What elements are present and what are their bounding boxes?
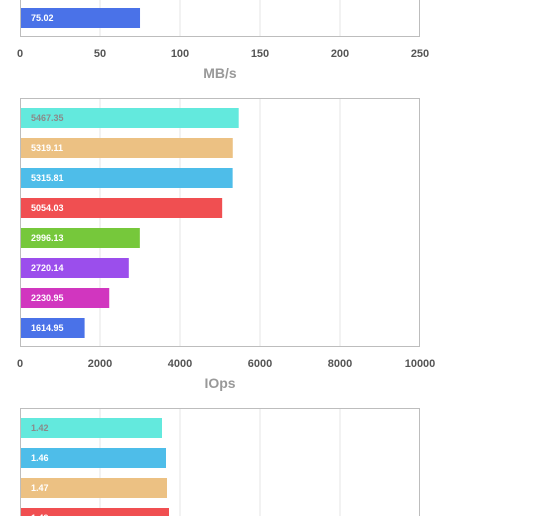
chart2-bar (20, 318, 85, 338)
chart3-bar-value-label: 1.49 (31, 513, 49, 516)
chart2-bar-value-label: 5315.81 (31, 173, 64, 183)
chart2-bar-value-label: 2996.13 (31, 233, 64, 243)
chart2-bar-value-label: 5467.35 (31, 113, 64, 123)
chart2-bar-value-label: 5054.03 (31, 203, 64, 213)
chart2-x-tick-label: 10000 (405, 358, 436, 370)
chart1-x-tick-label: 50 (94, 48, 106, 60)
chart3-plot-frame (20, 408, 420, 516)
chart3-bar-value-label: 1.46 (31, 453, 49, 463)
chart3-bar (20, 418, 162, 438)
chart1-x-tick-label: 200 (331, 48, 349, 60)
chart2-bar-value-label: 5319.11 (31, 143, 63, 153)
chart2-bar-value-label: 2230.95 (31, 293, 64, 303)
chart2-bar-value-label: 2720.14 (31, 263, 64, 273)
chart1-x-tick-label: 100 (171, 48, 189, 60)
chart2-bar (20, 108, 239, 128)
chart2-bar (20, 168, 233, 188)
chart2-x-tick-label: 8000 (328, 358, 352, 370)
chart2-bar (20, 198, 223, 218)
chart2-x-axis-title: IOps (204, 375, 235, 391)
chart1-x-tick-label: 0 (17, 48, 23, 60)
chart2-bar-value-label: 1614.95 (31, 323, 64, 333)
chart2-plot-frame (20, 98, 420, 347)
chart1-x-tick-label: 150 (251, 48, 269, 60)
chart2-bar (20, 258, 129, 278)
chart3-bar (20, 448, 166, 468)
chart1-x-tick-label: 250 (411, 48, 429, 60)
chart2-bar (20, 228, 140, 248)
chart2-x-tick-label: 0 (17, 358, 23, 370)
chart2-x-tick-label: 4000 (168, 358, 192, 370)
chart2-bar (20, 288, 110, 308)
chart3-bar (20, 478, 167, 498)
chart2-x-tick-label: 6000 (248, 358, 272, 370)
chart3-bar-value-label: 1.42 (31, 423, 49, 433)
chart2-bar (20, 138, 233, 158)
chart3-bar-value-label: 1.47 (31, 483, 49, 493)
chart2-x-tick-label: 2000 (88, 358, 112, 370)
chart1-x-axis-title: MB/s (203, 65, 237, 81)
chart1-plot-frame (20, 0, 420, 37)
chart3-bar (20, 508, 169, 516)
chart1-bar (20, 8, 141, 28)
chart1-bar-value-label: 75.02 (31, 13, 54, 23)
